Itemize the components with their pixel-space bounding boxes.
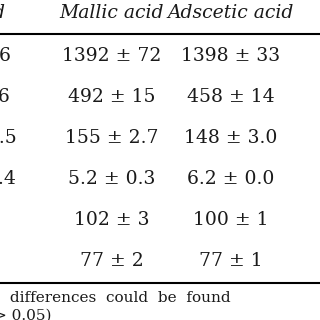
Text: 16: 16: [0, 88, 11, 106]
Text: Adscetic acid: Adscetic acid: [167, 4, 293, 22]
Text: 458 ± 14: 458 ± 14: [187, 88, 274, 106]
Text: 5.2 ± 0.3: 5.2 ± 0.3: [68, 170, 156, 188]
Text: 1398 ± 33: 1398 ± 33: [181, 47, 280, 65]
Text: 492 ± 15: 492 ± 15: [68, 88, 156, 106]
Text: 1392 ± 72: 1392 ± 72: [62, 47, 162, 65]
Text: id: id: [0, 4, 5, 22]
Text: 0.4: 0.4: [0, 170, 17, 188]
Text: > 0.05): > 0.05): [0, 309, 51, 320]
Text: 6.2 ± 0.0: 6.2 ± 0.0: [187, 170, 274, 188]
Text: 3.5: 3.5: [0, 129, 17, 147]
Text: 148 ± 3.0: 148 ± 3.0: [184, 129, 277, 147]
Text: 26: 26: [0, 47, 11, 65]
Text: Mallic acid: Mallic acid: [60, 4, 164, 22]
Text: 102 ± 3: 102 ± 3: [74, 211, 150, 229]
Text: 77 ± 2: 77 ± 2: [80, 252, 144, 270]
Text: t  differences  could  be  found: t differences could be found: [0, 291, 230, 305]
Text: 155 ± 2.7: 155 ± 2.7: [65, 129, 159, 147]
Text: 77 ± 1: 77 ± 1: [199, 252, 262, 270]
Text: 100 ± 1: 100 ± 1: [193, 211, 268, 229]
